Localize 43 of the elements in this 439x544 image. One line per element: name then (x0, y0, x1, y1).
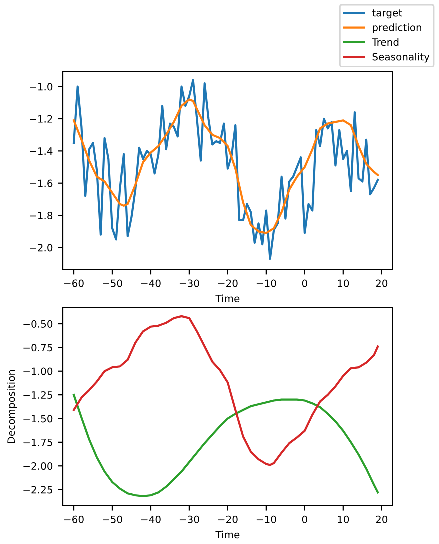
x-tick-label: 10 (338, 280, 350, 288)
x-tick-label: −10 (256, 516, 276, 524)
y-tick-label: −1.00 (24, 368, 53, 376)
x-tick-label: −30 (180, 280, 200, 288)
x-tick-label: −40 (141, 516, 161, 524)
x-tick-label: −20 (218, 516, 238, 524)
x-tick-label: 0 (302, 516, 308, 524)
line-series (72, 315, 380, 466)
x-axis-title: Time (216, 530, 240, 539)
x-tick-label: −20 (218, 280, 238, 288)
y-tick-label: −1.25 (24, 391, 52, 400)
y-tick-label: −1.2 (30, 115, 52, 123)
y-tick-label: −0.75 (24, 344, 52, 352)
line-series (72, 79, 380, 260)
y-tick-label: −1.0 (30, 83, 53, 91)
y-tick-label: −2.25 (24, 486, 52, 494)
y-tick-label: −1.75 (24, 438, 52, 446)
x-tick-label: 20 (376, 516, 388, 524)
y-tick-label: −0.50 (24, 320, 53, 328)
y-tick-label: −2.00 (24, 462, 53, 470)
x-tick-label: 0 (302, 280, 308, 288)
x-tick-label: −50 (103, 516, 122, 524)
x-tick-label: −10 (256, 280, 276, 288)
line-series (72, 394, 380, 498)
x-tick-label: 20 (376, 280, 388, 288)
y-tick-label: −1.4 (30, 148, 53, 155)
y-tick-label: −1.50 (24, 415, 53, 423)
x-tick-label: −30 (180, 516, 200, 524)
y-tick-label: −1.6 (30, 180, 53, 188)
x-tick-label: −60 (64, 516, 84, 524)
legend-label: prediction (373, 24, 422, 34)
x-tick-label: −60 (64, 280, 84, 288)
x-tick-label: 10 (338, 516, 350, 524)
x-tick-label: −40 (141, 280, 161, 288)
legend-label: Seasonality (372, 53, 430, 63)
x-tick-label: −50 (103, 280, 122, 288)
y-axis-title: Decomposition (7, 370, 18, 444)
legend-label: target (372, 10, 402, 19)
y-tick-label: −1.8 (30, 212, 53, 220)
x-axis-title: Time (216, 294, 240, 303)
line-series (72, 98, 380, 234)
legend-label: Trend (372, 38, 399, 46)
y-tick-label: −2.0 (30, 244, 53, 252)
